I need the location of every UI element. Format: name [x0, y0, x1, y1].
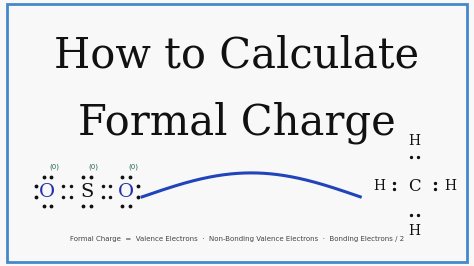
Text: How to Calculate: How to Calculate: [55, 35, 419, 77]
Text: Formal Charge: Formal Charge: [78, 101, 396, 144]
Text: H: H: [409, 134, 421, 148]
Text: (0): (0): [89, 163, 99, 169]
Text: (0): (0): [49, 163, 60, 169]
Text: Formal Charge  =  Valence Electrons  ·  Non-Bonding Valence Electrons  ·  Bondin: Formal Charge = Valence Electrons · Non-…: [70, 236, 404, 242]
Text: C: C: [409, 178, 421, 195]
Text: H: H: [444, 179, 456, 193]
Text: H: H: [409, 225, 421, 238]
Text: O: O: [39, 182, 55, 201]
Text: H: H: [373, 179, 385, 193]
Text: (0): (0): [128, 163, 138, 169]
Text: S: S: [80, 182, 93, 201]
Text: O: O: [118, 182, 134, 201]
